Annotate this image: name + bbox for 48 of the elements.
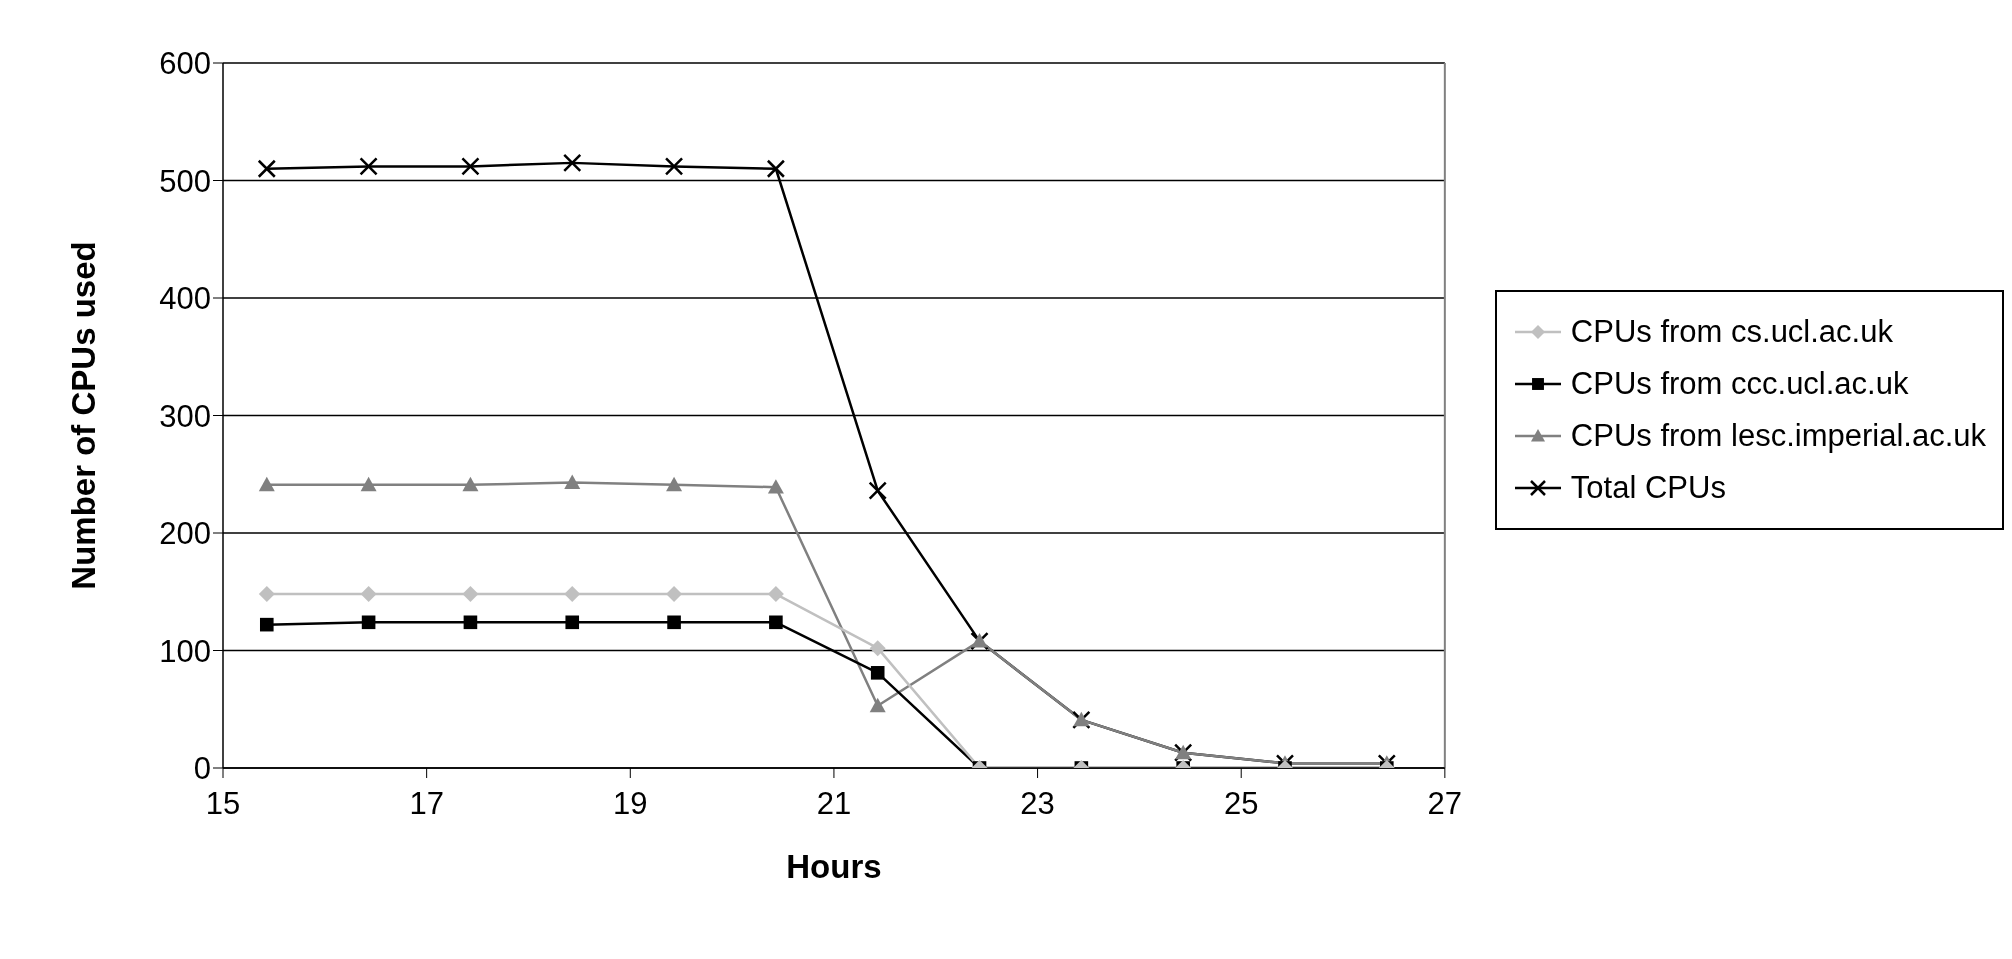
y-tick-label: 500 xyxy=(159,163,211,199)
point xyxy=(767,586,784,603)
point xyxy=(565,615,580,630)
point xyxy=(766,159,786,178)
y-tick-label: 600 xyxy=(159,46,211,81)
x-axis-title: Hours xyxy=(786,848,882,885)
x-tick-label: 25 xyxy=(1223,786,1259,822)
legend-label: CPUs from cs.ucl.ac.uk xyxy=(1570,313,1893,351)
point xyxy=(666,476,683,492)
y-tick-label: 100 xyxy=(159,633,211,669)
legend-label: CPUs from ccc.ucl.ac.uk xyxy=(1570,365,1909,403)
y-tick-label: 400 xyxy=(159,281,211,317)
point xyxy=(666,586,683,603)
point xyxy=(461,157,480,176)
point xyxy=(259,617,274,632)
legend-label: Total CPUs xyxy=(1570,469,1726,507)
y-tick-label: 300 xyxy=(159,398,211,434)
point xyxy=(869,697,886,713)
point xyxy=(258,586,275,603)
x-tick-label: 19 xyxy=(613,786,648,822)
point xyxy=(564,474,581,489)
y-axis-title: Number of CPUs used xyxy=(64,241,102,590)
y-tick-label: 200 xyxy=(159,516,211,552)
point xyxy=(562,153,582,173)
legend-label: CPUs from lesc.imperial.ac.uk xyxy=(1570,417,1986,455)
point xyxy=(667,615,681,630)
point xyxy=(359,157,378,176)
point xyxy=(257,159,277,178)
point xyxy=(870,666,885,680)
point xyxy=(564,586,581,603)
point xyxy=(361,615,376,630)
point xyxy=(462,586,479,603)
point xyxy=(462,476,479,492)
point xyxy=(360,476,377,492)
point xyxy=(769,615,783,630)
point xyxy=(360,586,377,603)
y-tick-label: 0 xyxy=(193,751,211,787)
point xyxy=(258,476,275,492)
point xyxy=(767,479,784,494)
point xyxy=(664,157,684,176)
x-tick-label: 17 xyxy=(409,786,444,822)
x-tick-label: 21 xyxy=(816,786,852,822)
x-tick-label: 23 xyxy=(1020,786,1055,822)
x-tick-label: 27 xyxy=(1427,786,1463,822)
x-tick-label: 15 xyxy=(205,786,241,822)
point xyxy=(463,615,478,630)
point xyxy=(868,481,887,500)
point xyxy=(869,640,886,657)
